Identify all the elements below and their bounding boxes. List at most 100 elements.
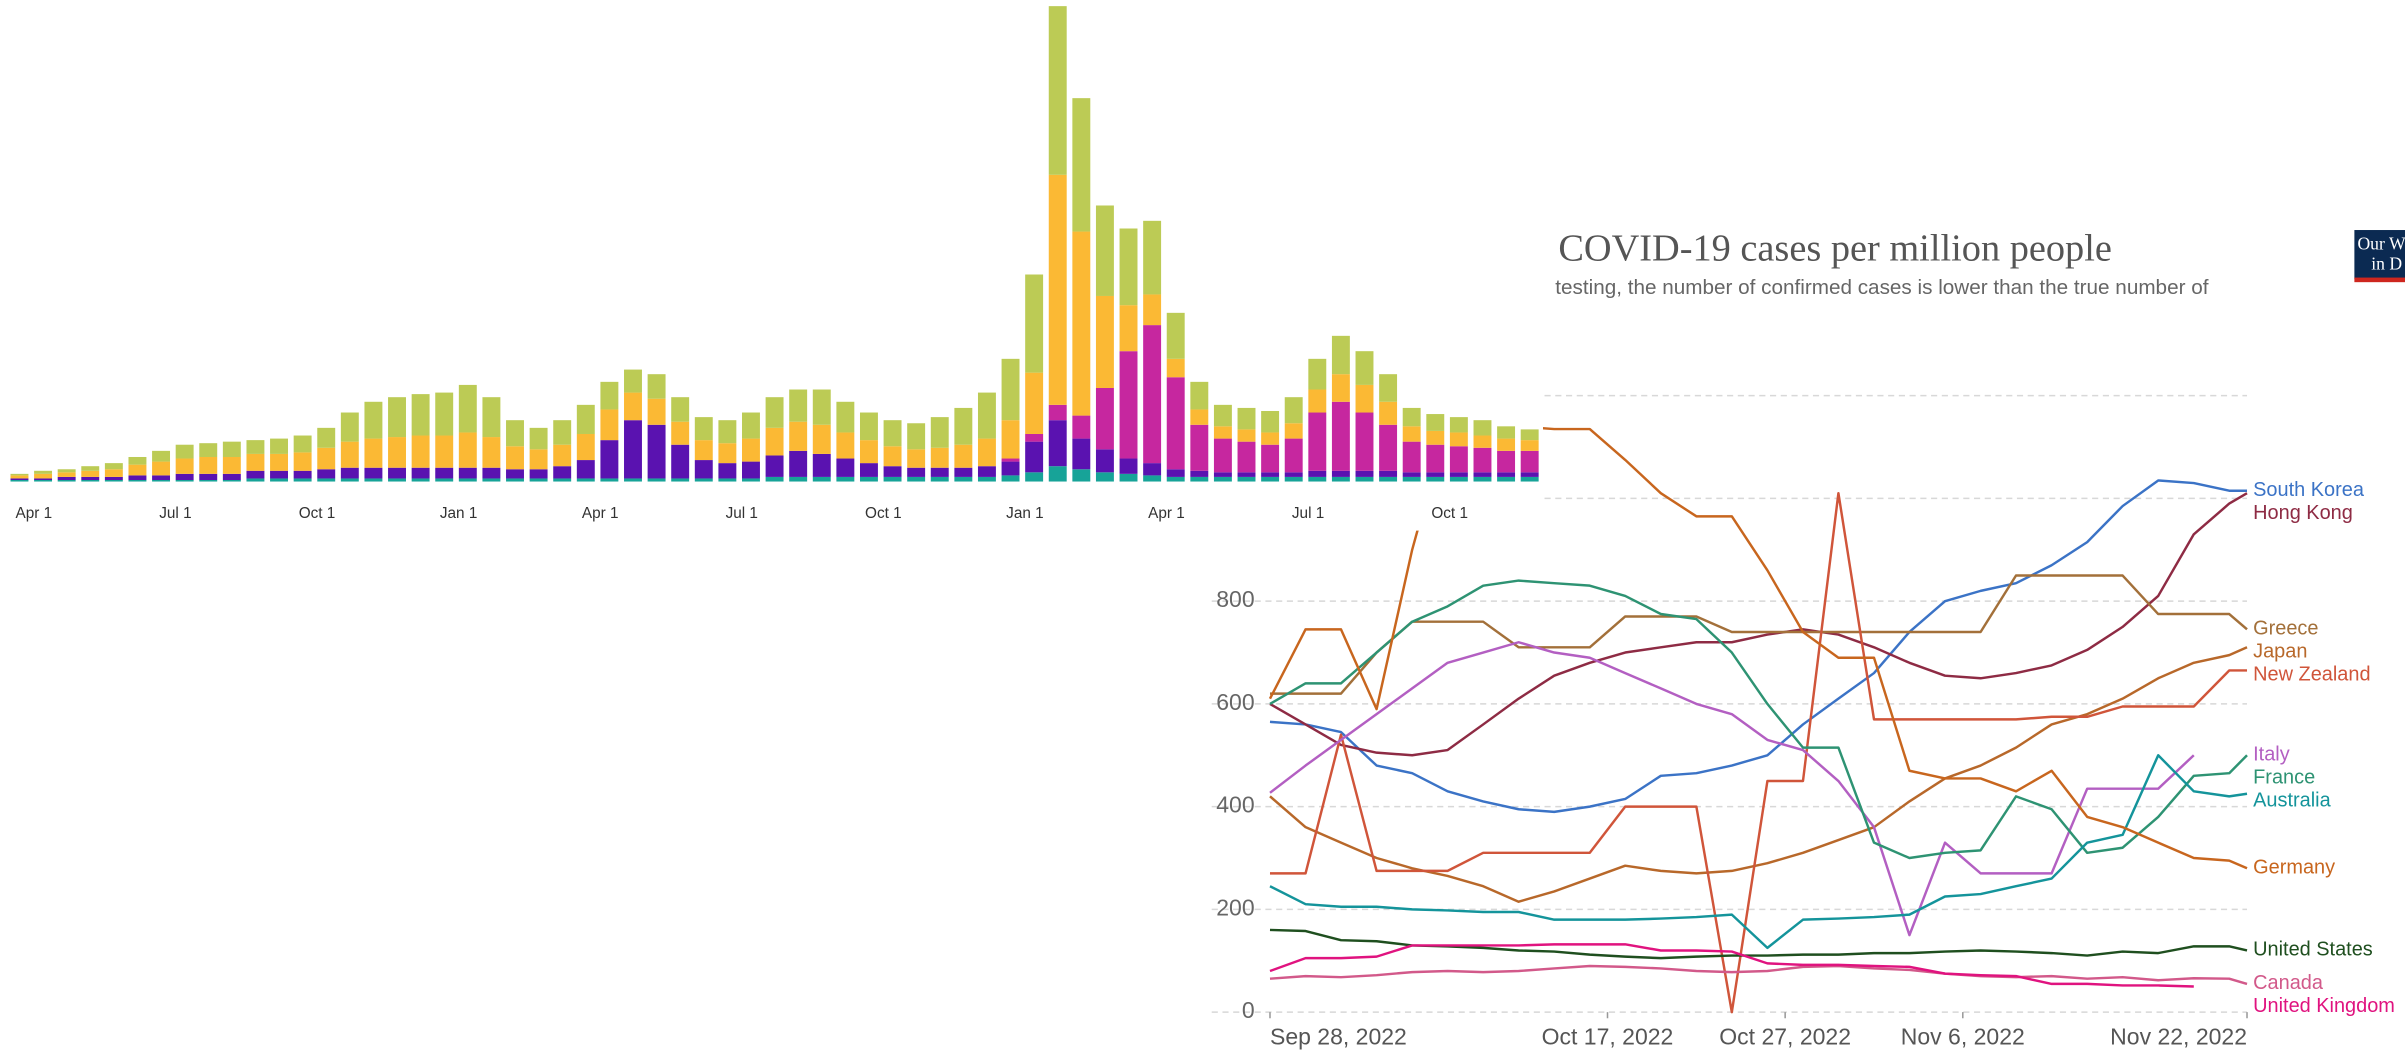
bar-segment: [765, 476, 784, 482]
bar-segment: [364, 478, 383, 482]
bar-segment: [1284, 476, 1303, 482]
bar-segment: [1213, 426, 1232, 439]
bar-segment: [907, 476, 926, 482]
bar-segment: [81, 476, 100, 480]
bar-segment: [1473, 447, 1492, 473]
y-tick-label: 800: [1216, 586, 1254, 612]
bar-segment: [1473, 420, 1492, 436]
bar-segment: [1213, 476, 1232, 482]
series-label: France: [2253, 767, 2315, 789]
bar-segment: [1308, 476, 1327, 482]
bar-segment: [199, 473, 218, 480]
bar-segment: [1402, 472, 1421, 477]
bar-segment: [293, 470, 312, 479]
x-tick-label: Oct 17, 2022: [1542, 1023, 1674, 1049]
series-line: [1269, 579, 2248, 860]
bar-segment: [458, 384, 477, 433]
bar-segment: [836, 401, 855, 433]
bar-segment: [836, 432, 855, 459]
bar-segment: [1095, 387, 1114, 450]
bar-segment: [954, 476, 973, 482]
bar-segment: [435, 435, 454, 468]
bar-segment: [1001, 458, 1020, 462]
series-line: [1269, 574, 2248, 695]
bar-segment: [34, 473, 53, 479]
bar-segment: [812, 424, 831, 454]
chart-subtitle: testing, the number of confirmed cases i…: [1555, 276, 2208, 299]
bar-segment: [1166, 469, 1185, 477]
logo: Our W in D: [2354, 230, 2405, 283]
bar-segment: [930, 467, 949, 477]
series-label: Australia: [2253, 790, 2331, 812]
bar-segment: [104, 469, 123, 477]
bar-segment: [1072, 98, 1091, 232]
bar-segment: [1095, 295, 1114, 388]
bar-segment: [1473, 472, 1492, 477]
bar-segment: [411, 478, 430, 482]
bar-segment: [576, 478, 595, 482]
bar-segment: [977, 392, 996, 439]
bar-segment: [576, 460, 595, 479]
series-line: [1269, 943, 2194, 988]
x-tick-label: Nov 6, 2022: [1901, 1023, 2025, 1049]
bar-segment: [364, 401, 383, 439]
bar-segment: [600, 440, 619, 479]
bar-segment: [694, 478, 713, 482]
bar-segment: [647, 398, 666, 425]
bar-segment: [175, 458, 194, 474]
series-label: United Kingdom: [2253, 995, 2395, 1017]
bar-segment: [1379, 401, 1398, 425]
bar-segment: [222, 456, 241, 474]
bar-segment: [1261, 432, 1280, 445]
bar-segment: [1402, 426, 1421, 442]
bar-segment: [1497, 426, 1516, 439]
bar-segment: [1166, 312, 1185, 359]
bar-segment: [175, 473, 194, 480]
bar-segment: [1426, 472, 1445, 477]
bar-segment: [1001, 420, 1020, 459]
bar-segment: [624, 369, 642, 393]
bar-segment: [1001, 475, 1020, 482]
series-label: Hong Kong: [2253, 502, 2353, 524]
bar-segment: [246, 453, 265, 471]
bar-segment: [1237, 476, 1256, 482]
bar-segment: [1520, 429, 1539, 441]
x-tick-label: Oct 1: [865, 505, 902, 522]
bar-segment: [529, 469, 548, 479]
bar-segment: [199, 479, 218, 482]
bar-segment: [1237, 429, 1256, 442]
bar-segment: [576, 404, 595, 434]
bar-segment: [1261, 476, 1280, 482]
bar-segment: [270, 438, 289, 454]
bar-segment: [411, 394, 430, 436]
bar-segment: [1284, 472, 1303, 477]
bar-segment: [10, 478, 29, 480]
bar-segment: [553, 444, 572, 467]
bar-segment: [600, 381, 619, 410]
series-line: [1269, 964, 2248, 986]
x-tick-label: Oct 1: [1431, 505, 1468, 522]
y-tick-label: 600: [1216, 689, 1254, 715]
series-label: Japan: [2253, 641, 2307, 663]
bar-segment: [340, 412, 359, 442]
bar-segment: [1143, 325, 1162, 464]
bar-segment: [1284, 423, 1303, 439]
bar-segment: [1001, 358, 1020, 421]
bar-segment: [789, 389, 808, 422]
bar-segment: [340, 478, 359, 482]
bar-segment: [152, 475, 171, 480]
bar-segment: [553, 478, 572, 482]
bar-segment: [1520, 440, 1539, 451]
logo-text: Our W: [2357, 233, 2405, 253]
bar-segment: [1166, 377, 1185, 470]
bar-segment: [10, 475, 29, 479]
bar-segment: [1072, 415, 1091, 439]
x-tick-label: Jul 1: [1292, 505, 1324, 522]
bar-segment: [718, 463, 737, 479]
bar-segment: [1119, 305, 1138, 352]
bar-segment: [482, 437, 501, 468]
bar-segment: [1048, 420, 1067, 467]
bar-segment: [388, 467, 406, 479]
bar-segment: [624, 478, 642, 482]
bar-segment: [812, 389, 831, 425]
